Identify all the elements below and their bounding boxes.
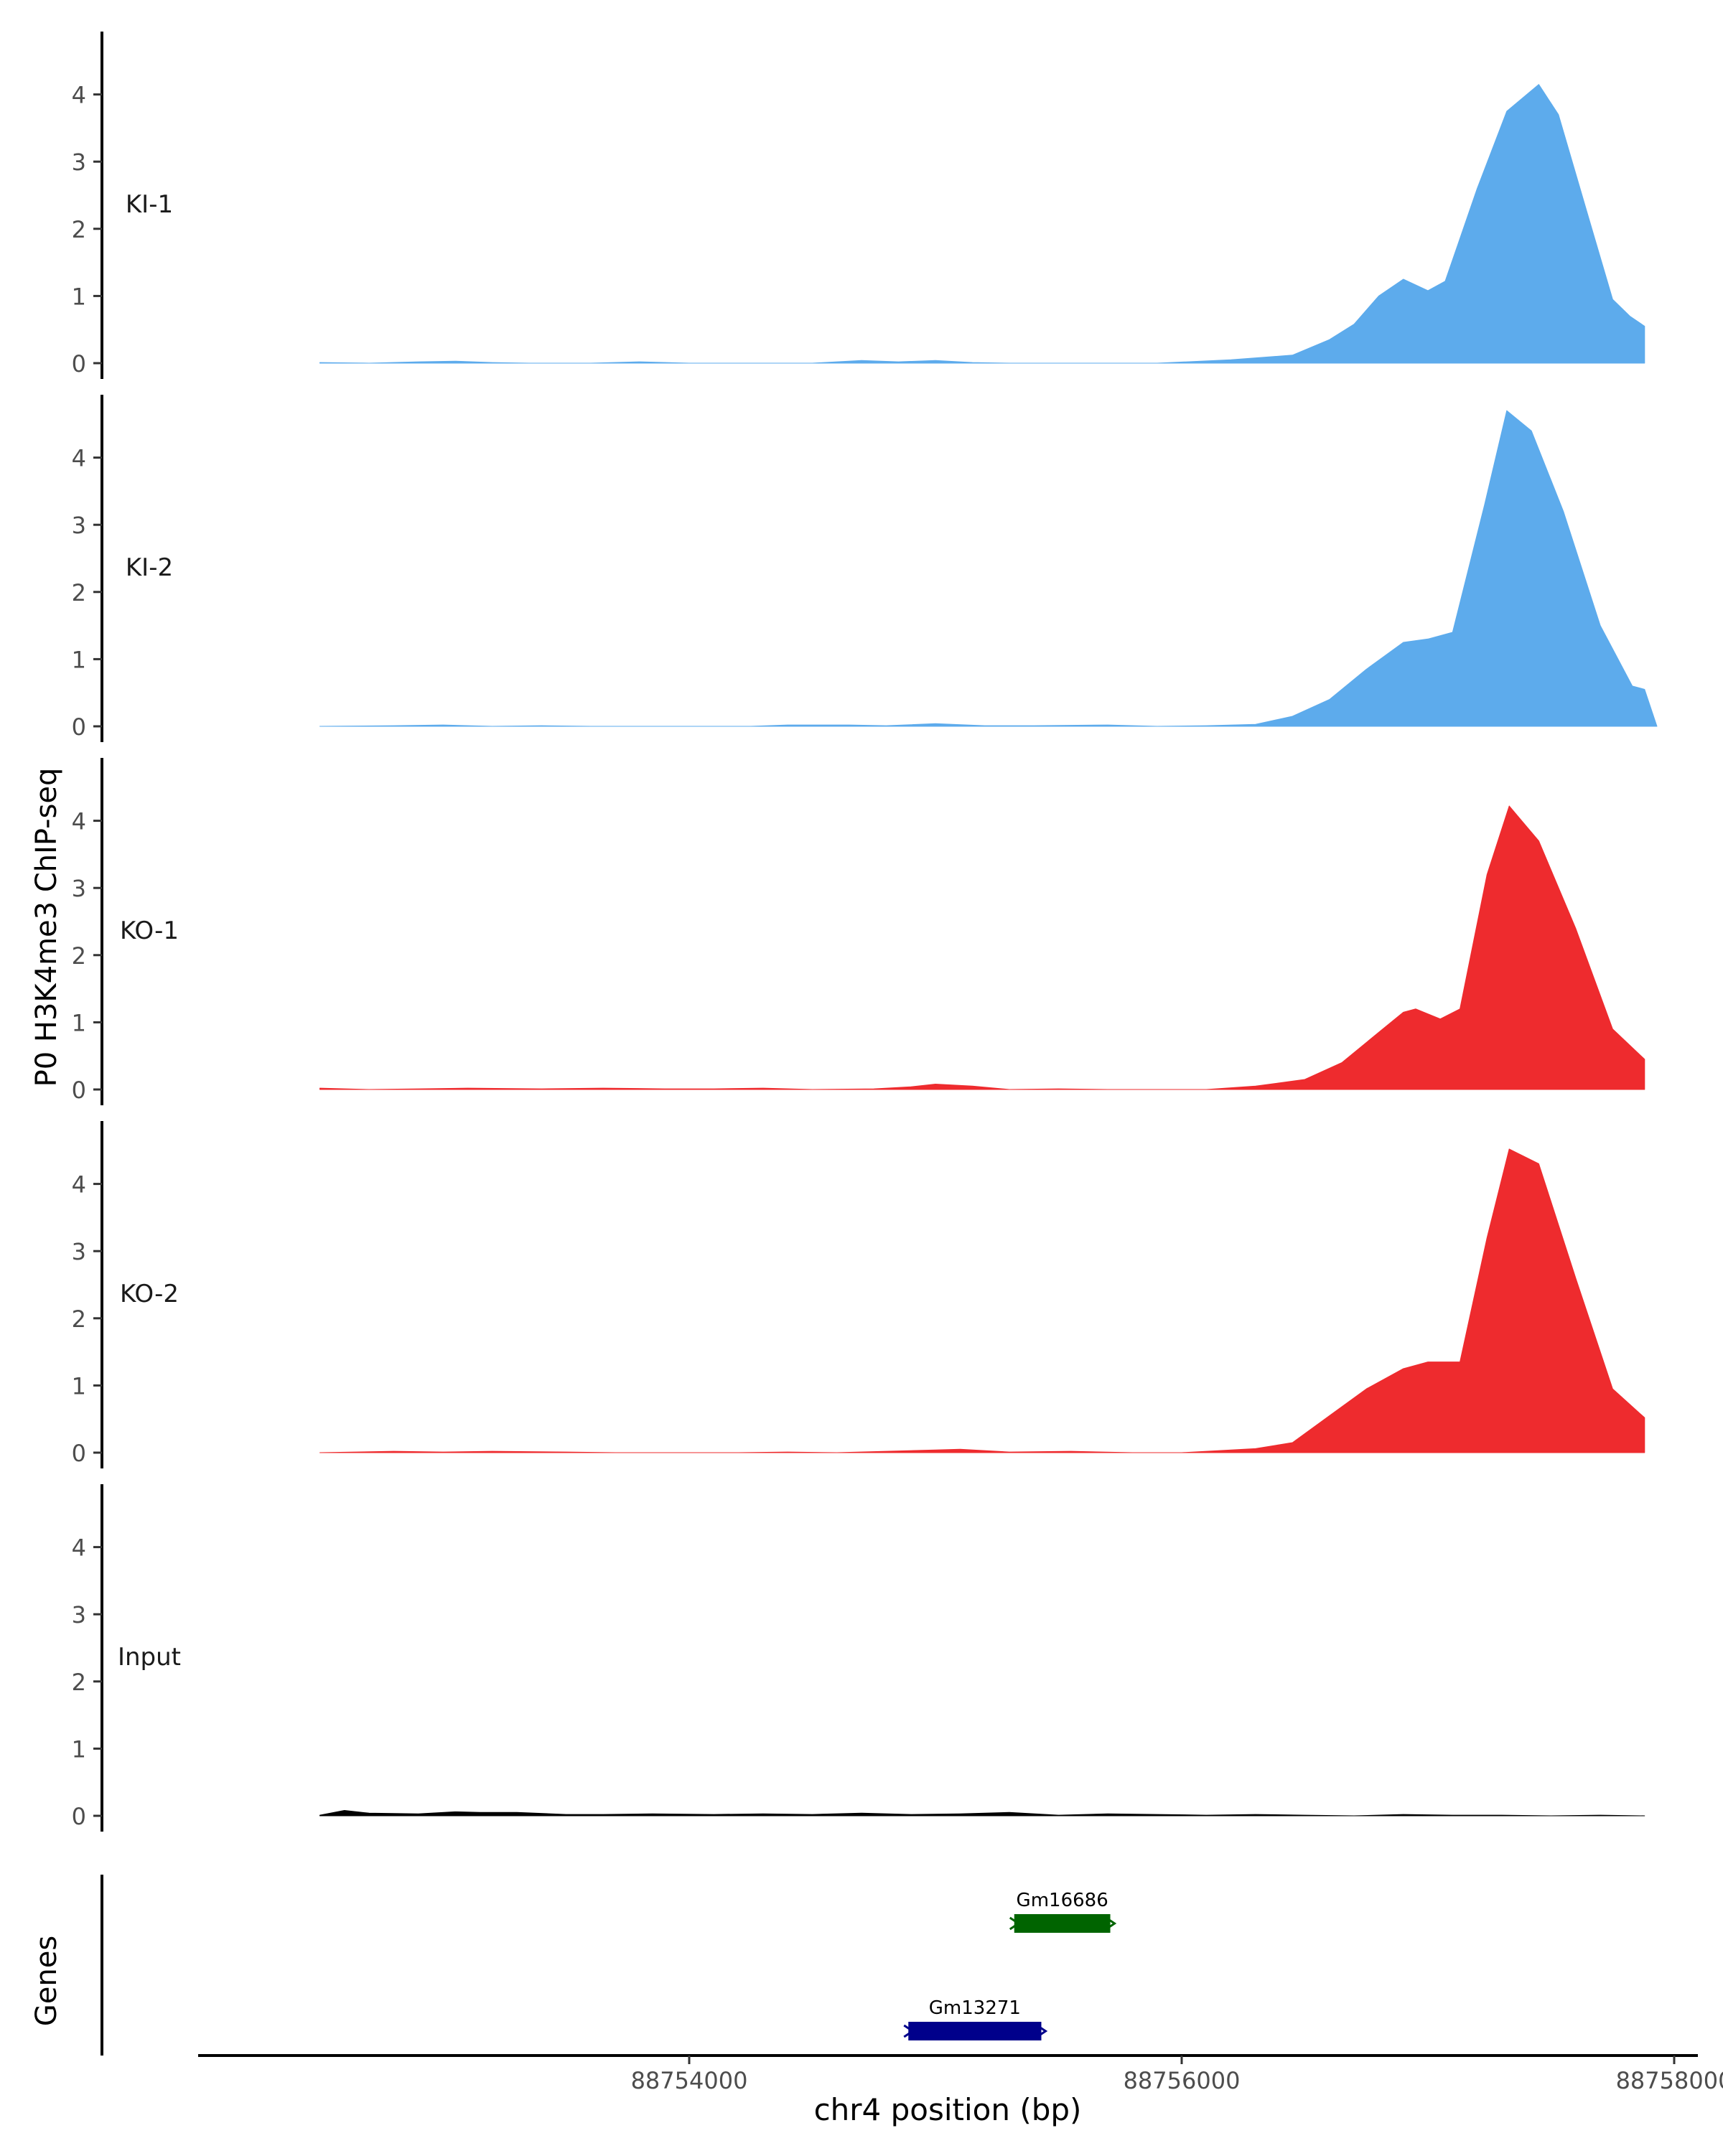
track-ko-1: 0 1 2 3 4 KO-1 <box>72 758 1645 1105</box>
gene-gm13271: Gm13271 <box>903 1997 1048 2040</box>
y-tick-label: 1 <box>72 283 86 310</box>
track-label: Input <box>118 1643 181 1672</box>
y-tick-label: 2 <box>72 1669 86 1696</box>
coverage-area <box>319 410 1658 727</box>
y-tick-label: 3 <box>72 149 86 176</box>
y-tick-label: 2 <box>72 579 86 606</box>
track-input: 0 1 2 3 4 Input <box>72 1484 1645 1832</box>
y-tick-label: 4 <box>72 808 86 835</box>
track-ki-2: 0 1 2 3 4 KI-2 <box>72 395 1658 742</box>
coverage-area <box>319 84 1645 364</box>
track-label: KI-1 <box>126 190 173 219</box>
y-tick-label: 2 <box>72 942 86 970</box>
x-tick-label: 88756000 <box>1124 2067 1241 2094</box>
x-tick-label: 88754000 <box>631 2067 748 2094</box>
y-tick-label: 3 <box>72 1601 86 1628</box>
gene-body <box>1014 1914 1111 1933</box>
y-tick-label: 1 <box>72 1372 86 1400</box>
y-tick-label: 1 <box>72 1009 86 1036</box>
y-tick-label: 1 <box>72 1735 86 1763</box>
track-label: KO-1 <box>120 917 179 945</box>
y-tick-label: 4 <box>72 1171 86 1199</box>
y-tick-label: 1 <box>72 646 86 673</box>
coverage-area <box>319 1810 1645 1817</box>
y-tick-label: 3 <box>72 1238 86 1265</box>
track-label: KI-2 <box>126 553 173 582</box>
y-tick-label: 0 <box>72 350 86 378</box>
y-tick-label: 4 <box>72 82 86 109</box>
track-ki-1: 0 1 2 3 4 KI-1 <box>72 32 1645 379</box>
y-tick-label: 3 <box>72 512 86 539</box>
track-ko-2: 0 1 2 3 4 KO-2 <box>72 1121 1645 1468</box>
strand-arrow <box>1036 2024 1048 2038</box>
gene-body <box>908 2022 1042 2040</box>
gene-gm16686: Gm16686 <box>1009 1890 1117 1933</box>
gene-label: Gm13271 <box>929 1997 1021 2019</box>
y-tick-label: 2 <box>72 1306 86 1333</box>
strand-arrow <box>903 2024 915 2038</box>
x-tick-label: 88758000 <box>1616 2067 1723 2094</box>
y-tick-label: 3 <box>72 875 86 902</box>
coverage-area <box>319 805 1645 1090</box>
y-tick-label: 0 <box>72 1077 86 1104</box>
genes-axis-label: Genes <box>30 1936 63 2026</box>
coverage-area <box>319 1148 1645 1453</box>
strand-arrow <box>1009 1916 1021 1931</box>
track-label: KO-2 <box>120 1280 179 1308</box>
y-axis-label: P0 H3K4me3 ChIP-seq <box>30 768 63 1087</box>
strand-arrow <box>1105 1916 1117 1931</box>
y-tick-label: 0 <box>72 1803 86 1830</box>
y-tick-label: 4 <box>72 1534 86 1562</box>
y-tick-label: 4 <box>72 445 86 472</box>
x-axis-label: chr4 position (bp) <box>814 2092 1082 2127</box>
y-tick-label: 0 <box>72 713 86 741</box>
gene-label: Gm16686 <box>1017 1890 1108 1911</box>
y-tick-label: 2 <box>72 216 86 243</box>
y-tick-label: 0 <box>72 1440 86 1467</box>
